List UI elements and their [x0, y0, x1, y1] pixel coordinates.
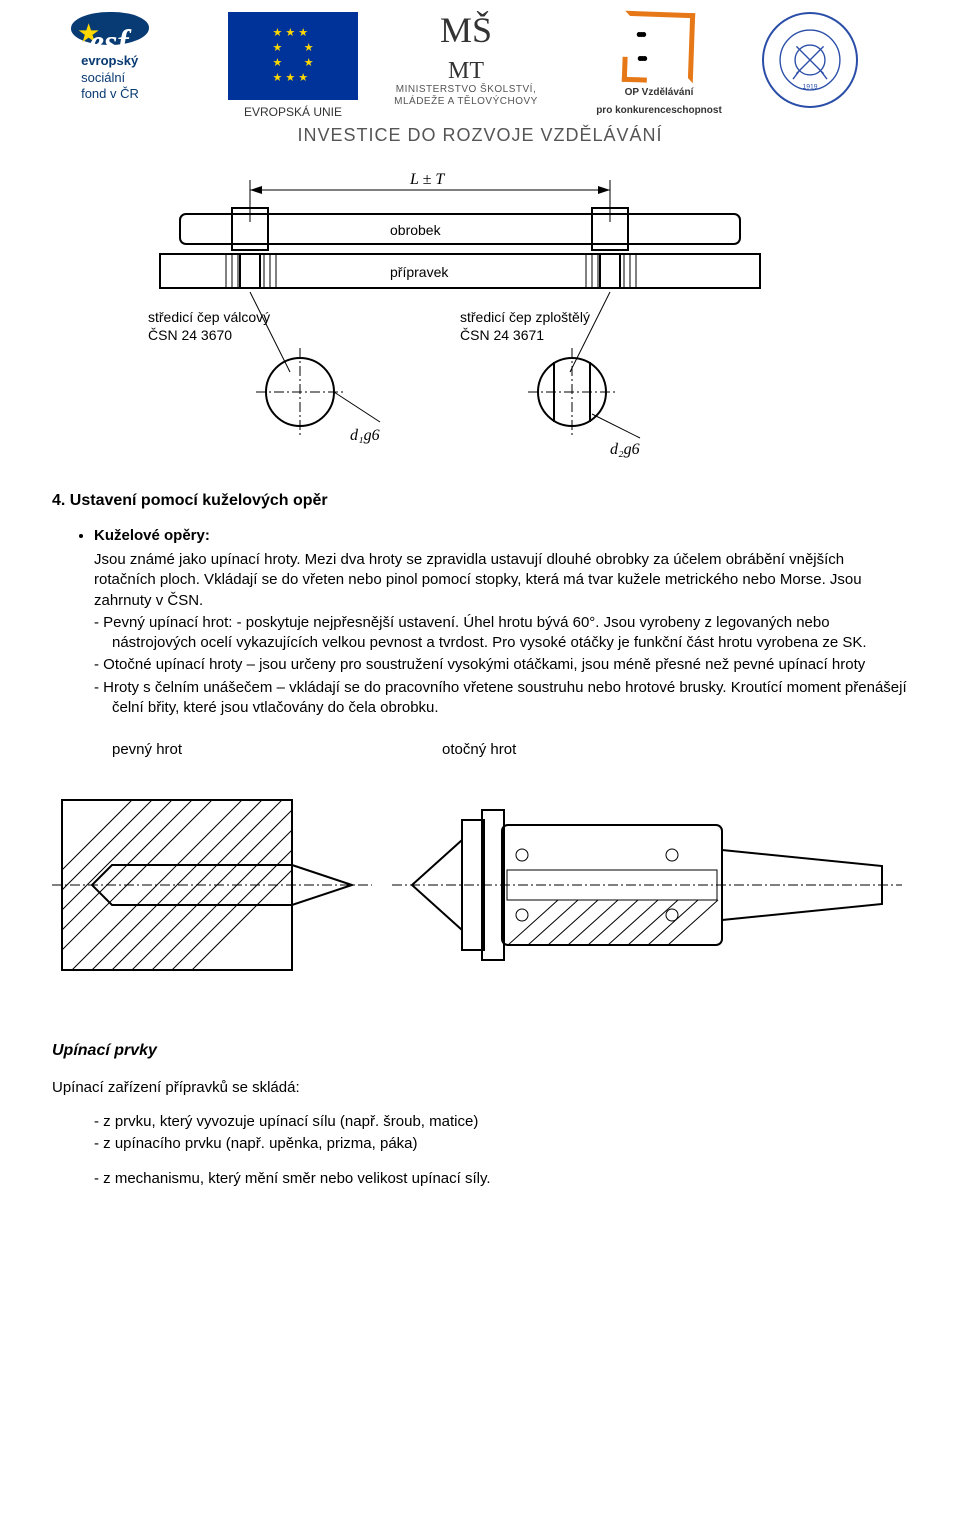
esf-line2: sociální [81, 70, 125, 85]
fig2-caption-left: pevný hrot [112, 740, 182, 760]
content-body: 4. Ustavení pomocí kuželových opěr Kužel… [0, 490, 960, 1231]
msmt-icon: MŠMT [440, 12, 492, 84]
prvky-dash-2: z upínacího prvku (např. upěnka, prizma,… [94, 1134, 908, 1154]
fig1-obrobek: obrobek [390, 222, 442, 238]
msmt-logo: MŠMT MINISTERSTVO ŠKOLSTVÍ, MLÁDEŽE A TĚ… [376, 12, 556, 108]
opvk-line2: pro konkurenceschopnost [596, 105, 722, 116]
header-subtitle: INVESTICE DO ROZVOJE VZDĚLÁVÁNÍ [0, 126, 960, 144]
fig1-right-caption1: středicí čep zploštělý [460, 309, 590, 325]
opvk-line1: OP Vzdělávání [625, 87, 694, 98]
opvk-frame-icon: ••• ••• [623, 11, 695, 83]
eu-star-ring-icon: ★ ★ ★★ ★★ ★★ ★ ★ [228, 12, 358, 100]
msmt-line1: MINISTERSTVO ŠKOLSTVÍ, [396, 84, 536, 96]
fig1-d1: d₁g6 [350, 427, 380, 444]
esf-logo-icon: ★ esf [71, 12, 149, 45]
fig1-right-caption2: ČSN 24 3671 [460, 327, 544, 343]
eu-flag-block: ★ ★ ★★ ★★ ★★ ★ ★ EVROPSKÁ UNIE [228, 12, 358, 120]
fig1-dimension: L ± T [409, 171, 445, 188]
gear-emblem-icon: 1919 [762, 12, 858, 108]
fig1-left-caption1: středicí čep válcový [148, 309, 270, 325]
section4-title: 4. Ustavení pomocí kuželových opěr [52, 490, 908, 512]
esf-logo: ★ esf evropský sociální fond v ČR [10, 12, 210, 102]
msmt-line2: MLÁDEŽE A TĚLOVÝCHOVY [394, 96, 538, 108]
opvk-dots-icon: ••• ••• [635, 22, 644, 71]
fig2-caption-row: pevný hrot otočný hrot [52, 740, 908, 760]
esf-f-icon: esf [89, 26, 129, 60]
eu-label: EVROPSKÁ UNIE [244, 104, 342, 120]
upinaci-prvky-list: z prvku, který vyvozuje upínací sílu (na… [52, 1112, 908, 1155]
prvky-dash-1: z prvku, který vyvozuje upínací sílu (na… [94, 1112, 908, 1132]
upinaci-prvky-list-2: z mechanismu, který mění směr nebo velik… [52, 1169, 908, 1189]
upinaci-prvky-intro: Upínací zařízení přípravků se skládá: [52, 1078, 908, 1098]
figure-centering-pins: L ± T obrobek přípravek středicí čep vál… [140, 162, 820, 462]
dash-pevny-hrot: Pevný upínací hrot: - poskytuje nejpřesn… [94, 613, 908, 654]
eu-flag-icon: ★ ★ ★★ ★★ ★★ ★ ★ [228, 12, 358, 100]
section4-bullet-list: Kuželové opěry: [52, 526, 908, 546]
section4-dash-list: Pevný upínací hrot: - poskytuje nejpřesn… [52, 613, 908, 718]
fig1-pripravek: přípravek [390, 264, 449, 280]
figure-lathe-centers [52, 770, 912, 1000]
dash-otocne-hroty: Otočné upínací hroty – jsou určeny pro s… [94, 655, 908, 675]
upinaci-prvky-title: Upínací prvky [52, 1040, 908, 1062]
fig2-caption-right: otočný hrot [442, 740, 516, 760]
bullet-kuzelove-title: Kuželové opěry: [94, 527, 210, 544]
dash-celni-unasec: Hroty s čelním unášečem – vkládají se do… [94, 678, 908, 719]
section4-intro: Jsou známé jako upínací hroty. Mezi dva … [94, 550, 908, 611]
fig1-d2: d₂g6 [610, 441, 640, 458]
header-logo-strip: ★ esf evropský sociální fond v ČR ★ ★ ★★… [0, 0, 960, 120]
opvk-logo: ••• ••• OP Vzdělávání pro konkurencescho… [574, 12, 744, 117]
bullet-kuzelove-opery: Kuželové opěry: [94, 526, 908, 546]
school-emblem: 1919 [762, 12, 858, 108]
gear-year: 1919 [802, 84, 817, 91]
prvky-dash-3: z mechanismu, který mění směr nebo velik… [94, 1169, 908, 1189]
fig1-left-caption2: ČSN 24 3670 [148, 327, 232, 343]
esf-line3: fond v ČR [81, 86, 139, 101]
